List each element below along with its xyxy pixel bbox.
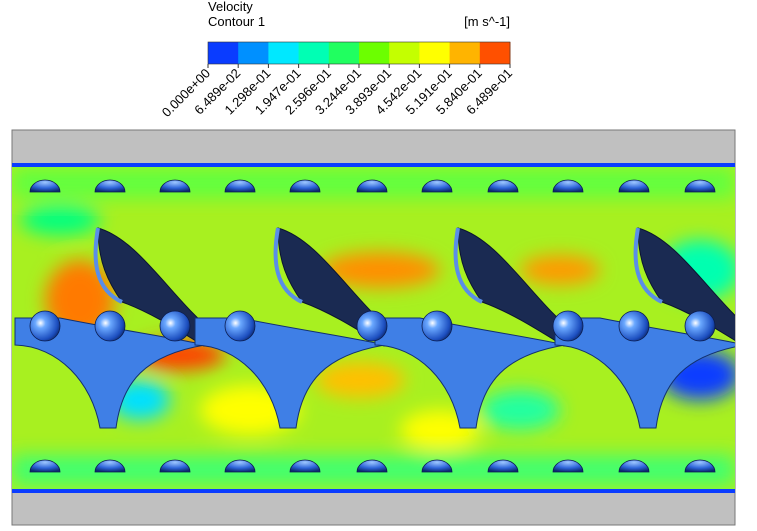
color-bin: [359, 42, 390, 64]
dome: [289, 459, 321, 473]
sphere: [356, 310, 388, 342]
dome: [224, 459, 256, 473]
color-bin: [419, 42, 451, 64]
dome: [159, 179, 191, 193]
color-bin: [449, 42, 481, 64]
dome: [29, 179, 61, 193]
dome: [421, 179, 453, 193]
dome: [356, 179, 388, 193]
spheres: [29, 179, 716, 473]
dome: [421, 459, 453, 473]
sphere: [94, 310, 126, 342]
dome: [552, 459, 584, 473]
sphere: [552, 310, 584, 342]
legend-unit: [m s^-1]: [464, 14, 510, 29]
dome: [94, 179, 126, 193]
sphere: [421, 310, 453, 342]
dome: [159, 459, 191, 473]
dome: [552, 179, 584, 193]
color-bin: [208, 42, 239, 64]
dome: [684, 459, 716, 473]
color-bin: [479, 42, 511, 64]
dome: [618, 179, 650, 193]
legend-subtitle: Contour 1: [208, 14, 265, 29]
sphere: [684, 310, 716, 342]
dome: [487, 459, 519, 473]
legend: Velocity Contour 1 [m s^-1] 0.000e+006.4…: [159, 0, 515, 120]
dome: [94, 459, 126, 473]
color-bar: 0.000e+006.489e-021.298e-011.947e-012.59…: [159, 41, 515, 120]
color-bin: [298, 42, 330, 64]
sphere: [224, 310, 256, 342]
dome: [618, 459, 650, 473]
legend-title: Velocity: [208, 0, 253, 14]
dome: [29, 459, 61, 473]
sphere: [618, 310, 650, 342]
sphere: [159, 310, 191, 342]
color-bin: [328, 42, 360, 64]
contour-view: [11, 129, 736, 526]
color-bin: [268, 42, 300, 64]
dome: [684, 179, 716, 193]
color-bin: [389, 42, 420, 64]
dome: [487, 179, 519, 193]
color-bin: [238, 42, 269, 64]
dome: [356, 459, 388, 473]
sphere: [29, 310, 61, 342]
dome: [224, 179, 256, 193]
dome: [289, 179, 321, 193]
